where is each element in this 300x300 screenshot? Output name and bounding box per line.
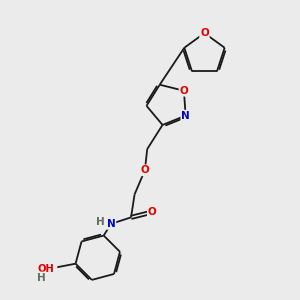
- Text: N: N: [106, 219, 116, 229]
- Text: O: O: [179, 86, 188, 96]
- Text: O: O: [148, 207, 157, 217]
- Text: OH: OH: [37, 264, 54, 274]
- Text: O: O: [200, 28, 209, 38]
- Text: N: N: [181, 111, 190, 121]
- Text: H: H: [96, 218, 105, 227]
- Text: O: O: [140, 165, 149, 175]
- Text: H: H: [37, 272, 46, 283]
